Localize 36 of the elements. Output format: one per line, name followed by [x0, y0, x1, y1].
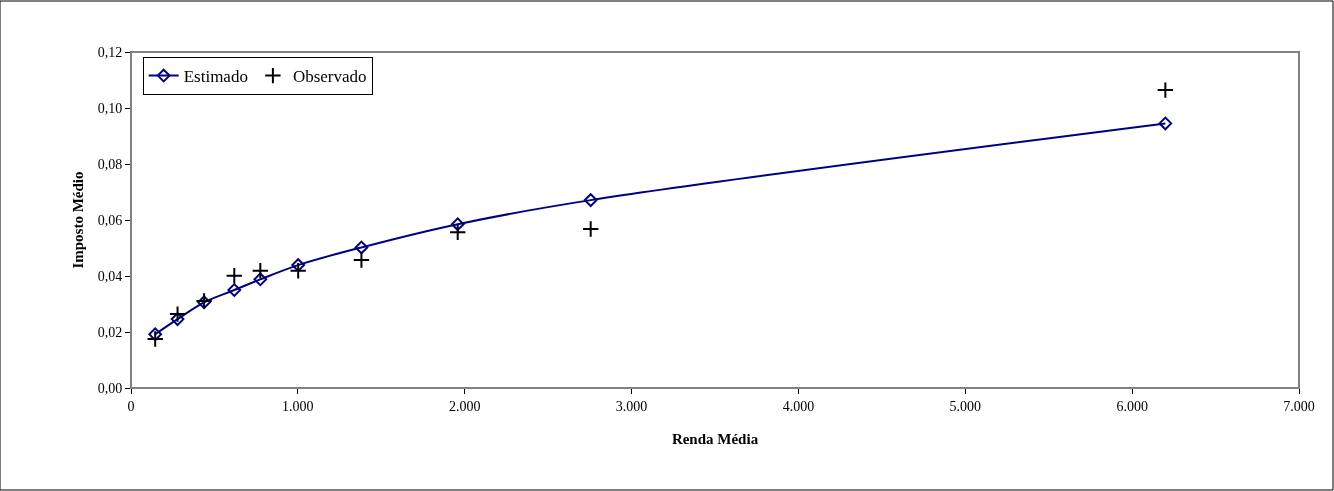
x-tick-label: 2.000: [448, 398, 481, 414]
x-axis-title: Renda Média: [671, 430, 759, 447]
point: [291, 258, 306, 272]
point: [289, 261, 307, 280]
point: [251, 261, 270, 280]
y-tick-label: 0,12: [97, 44, 123, 60]
point: [170, 312, 185, 326]
y-tick-label: 0,06: [97, 212, 123, 228]
y-tick-label: 0,08: [97, 156, 123, 172]
point: [1158, 116, 1173, 131]
y-tick-label: 0,04: [97, 268, 123, 284]
point: [1156, 81, 1175, 99]
point: [227, 283, 242, 297]
x-tick-label: 5.000: [949, 398, 982, 414]
x-tick-label: 6.000: [1116, 398, 1148, 414]
point: [583, 193, 598, 207]
point: [253, 272, 268, 287]
legend-label: Estimado: [183, 67, 248, 87]
x-tick-label: 3.000: [615, 398, 648, 414]
y-axis-title: Imposto Médio: [69, 171, 86, 269]
point: [354, 240, 369, 255]
y-tick-label: 0,02: [97, 324, 123, 340]
point: [146, 330, 164, 348]
point: [581, 220, 600, 238]
x-tick-label: 7.000: [1283, 398, 1315, 414]
point: [225, 267, 243, 285]
x-tick-label: 0: [127, 398, 135, 414]
y-tick-label: 0,10: [97, 100, 123, 116]
point: [352, 251, 371, 269]
x-tick-label: 4.000: [782, 398, 815, 414]
legend-label: Observado: [292, 67, 367, 87]
y-tick-label: 0,00: [97, 380, 123, 396]
point: [450, 217, 465, 232]
x-tick-label: 1.000: [282, 398, 314, 414]
point: [168, 305, 187, 323]
point: [449, 223, 467, 242]
